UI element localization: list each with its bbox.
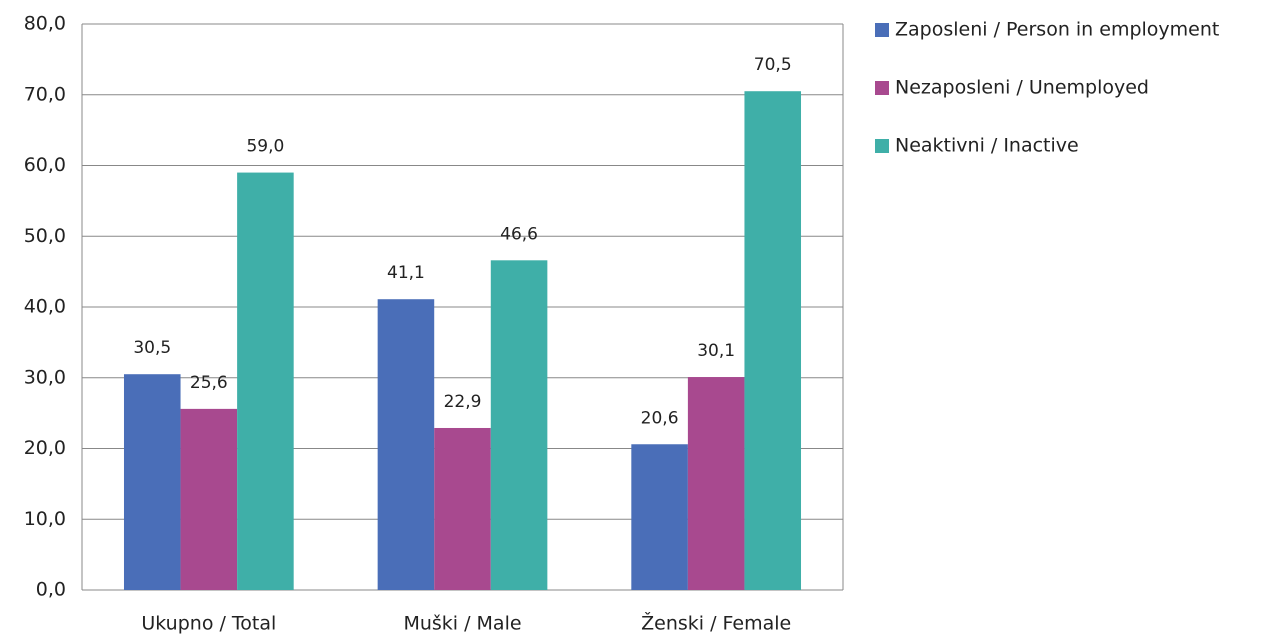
bar xyxy=(123,374,181,590)
x-tick-label: Ženski / Female xyxy=(641,612,791,635)
bar xyxy=(631,444,688,590)
y-tick-label: 60,0 xyxy=(24,154,66,176)
bar xyxy=(687,377,745,590)
y-tick-label: 0,0 xyxy=(36,579,66,601)
y-tick-label: 70,0 xyxy=(24,83,66,105)
bar xyxy=(377,299,435,590)
y-tick-label: 50,0 xyxy=(24,225,66,247)
legend-swatch xyxy=(875,23,889,37)
data-label: 30,1 xyxy=(697,341,735,361)
data-label: 46,6 xyxy=(500,224,538,244)
legend-label: Zaposleni / Person in employment xyxy=(895,19,1219,41)
y-tick-label: 10,0 xyxy=(24,508,66,530)
data-label: 41,1 xyxy=(387,263,425,283)
bar xyxy=(237,172,294,590)
x-tick-label: Ukupno / Total xyxy=(141,613,276,635)
data-label: 20,6 xyxy=(641,408,679,428)
data-label: 30,5 xyxy=(133,338,171,358)
bar xyxy=(180,408,238,590)
y-tick-label: 30,0 xyxy=(24,366,66,388)
data-label: 22,9 xyxy=(444,392,482,412)
bar xyxy=(744,91,802,591)
legend-label: Neaktivni / Inactive xyxy=(895,135,1079,157)
data-label: 70,5 xyxy=(754,55,792,75)
y-tick-label: 20,0 xyxy=(24,437,66,459)
x-tick-label: Muški / Male xyxy=(403,613,521,635)
y-tick-label: 40,0 xyxy=(24,296,66,318)
legend-swatch xyxy=(875,139,889,153)
bar xyxy=(490,260,548,590)
data-label: 59,0 xyxy=(246,137,284,157)
bar xyxy=(434,427,491,590)
y-tick-label: 80,0 xyxy=(24,13,66,35)
legend-swatch xyxy=(875,81,889,95)
legend-label: Nezaposleni / Unemployed xyxy=(895,77,1149,99)
data-label: 25,6 xyxy=(190,373,228,393)
